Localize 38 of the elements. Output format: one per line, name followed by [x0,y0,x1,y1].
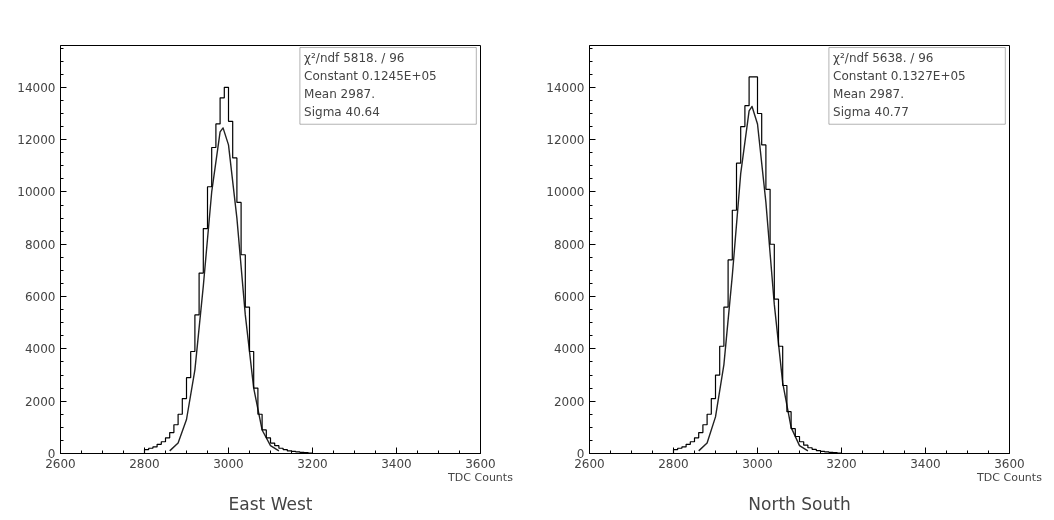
y-tick-label: 4000 [553,342,585,357]
y-tick-label: 12000 [546,133,585,148]
annotation: χ²/ndf 5638. / 96 [833,51,934,66]
x-tick-label: 3200 [826,456,857,471]
y-tick-label: 14000 [546,80,585,95]
text: North South [748,493,851,514]
x-tick-label: 3200 [297,456,328,471]
x-tick-label: 3600 [465,456,496,471]
x-tick-label: 3400 [910,456,941,471]
annotation: Constant 0.1327E+05 [833,69,966,84]
x-tick-label: 3400 [381,456,412,471]
y-tick-label: 6000 [553,290,585,305]
text: East West [228,493,313,514]
x-tick-label: 3000 [742,456,773,471]
y-tick-label: 4000 [24,342,56,357]
x-tick-label: 3600 [994,456,1025,471]
x-axis-title: TDC Counts [447,470,514,484]
x-tick-label: 3000 [213,456,244,471]
y-tick-label: 2000 [553,394,585,409]
y-tick-label: 10000 [546,185,585,200]
annotation: Sigma 40.64 [304,105,380,120]
y-tick-label: 8000 [553,237,585,252]
y-tick-label: 10000 [17,185,56,200]
y-tick-label: 8000 [24,237,56,252]
annotation: Sigma 40.77 [833,105,909,120]
annotation: Constant 0.1245E+05 [304,69,437,84]
annotation: χ²/ndf 5818. / 96 [304,51,405,66]
y-tick-label: 2000 [24,394,56,409]
x-tick-label: 2800 [658,456,689,471]
annotation: Mean 2987. [304,87,375,102]
y-tick-label: 12000 [17,133,56,148]
line-series [169,127,280,452]
line-series [698,105,809,452]
x-axis-title: TDC Counts [976,470,1043,484]
y-tick-label: 6000 [24,290,56,305]
x-tick-label: 2800 [129,456,160,471]
annotation: Mean 2987. [833,87,904,102]
y-tick-label: 14000 [17,80,56,95]
